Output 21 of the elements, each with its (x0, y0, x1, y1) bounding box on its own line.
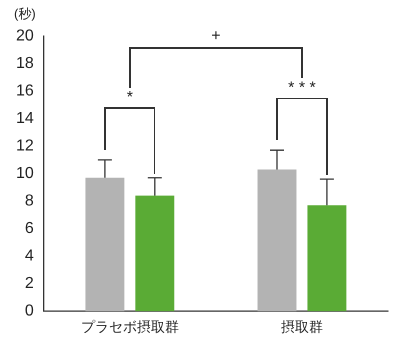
y-tick-label: 14 (16, 110, 34, 127)
annotation: * (126, 89, 133, 106)
y-tick-label: 8 (24, 192, 34, 210)
bar (85, 178, 124, 312)
x-tick-label: 摂取群 (280, 318, 323, 334)
y-tick-label: 4 (24, 248, 34, 265)
y-tick-label: 20 (16, 27, 34, 44)
y-tick-label: 0 (24, 302, 34, 320)
y-tick-label: 2 (24, 275, 34, 292)
y-tick-label: 12 (16, 137, 34, 154)
annotation: * * * (288, 80, 316, 97)
bar (135, 196, 174, 312)
annotation: + (211, 27, 221, 44)
y-tick-label: 18 (16, 54, 34, 72)
bar (307, 205, 346, 312)
y-tick-label: 16 (16, 82, 34, 100)
bar (258, 169, 296, 312)
x-tick-label: プラセボ摂取群 (80, 318, 179, 334)
y-tick-label: 10 (16, 165, 34, 182)
y-axis-title: (秒) (14, 6, 36, 22)
y-tick-label: 6 (24, 220, 34, 238)
